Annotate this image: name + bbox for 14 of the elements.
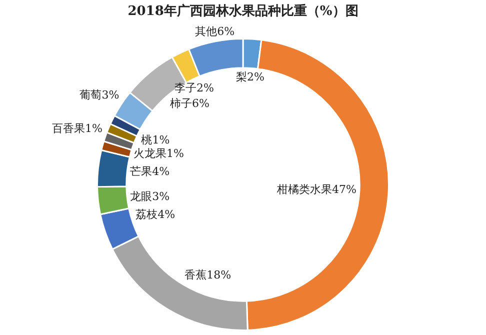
slice-label: 龙眼3% (130, 190, 170, 203)
slice-label: 梨2% (236, 70, 264, 84)
slice-label: 柿子6% (170, 96, 210, 110)
slice-label: 荔枝4% (136, 208, 176, 222)
slice-label: 柑橘类水果47% (276, 182, 356, 196)
slice-label: 桃1% (141, 133, 170, 146)
slice-label: 香蕉18% (184, 268, 232, 282)
slice-label: 百香果1% (52, 122, 102, 136)
slice-label: 其他6% (195, 24, 235, 38)
slice-label: 火龙果1% (134, 147, 184, 160)
slice-label: 李子2% (174, 81, 214, 94)
slice-label: 芒果4% (130, 164, 170, 178)
chart-title: 2018年广西园林水果品种比重（%）图 (126, 2, 360, 21)
slice-label: 葡萄3% (80, 88, 120, 102)
